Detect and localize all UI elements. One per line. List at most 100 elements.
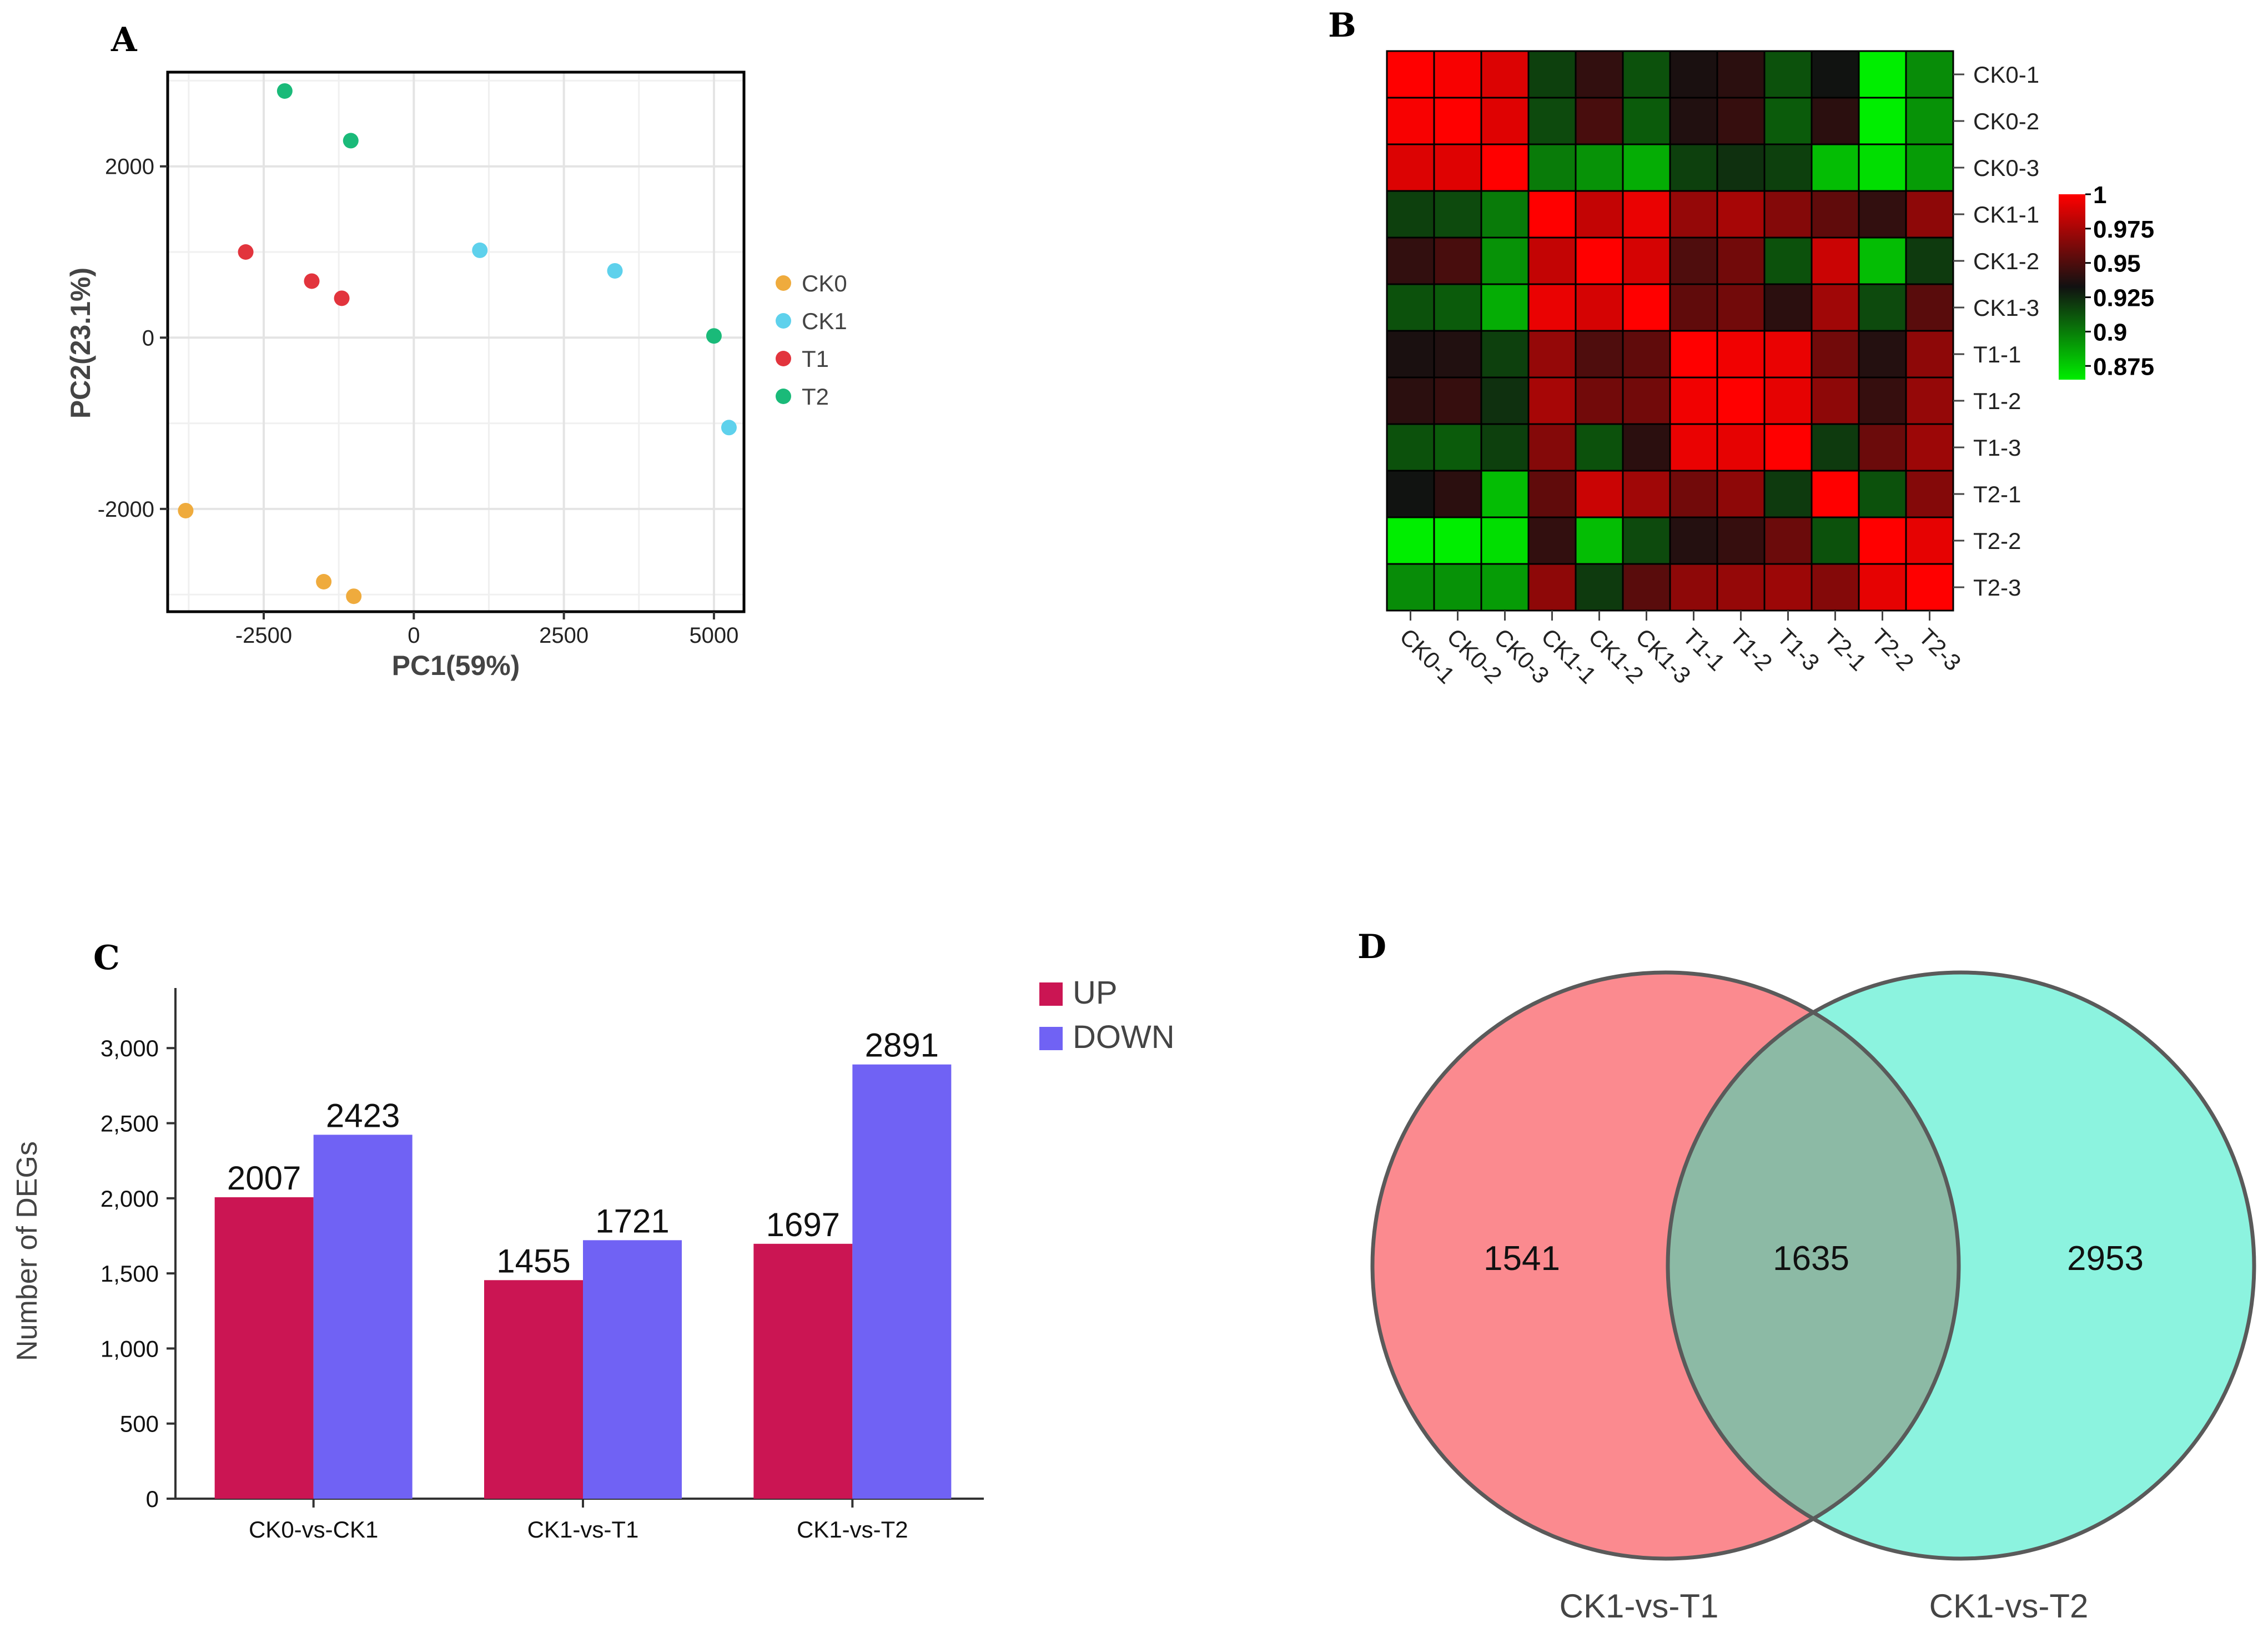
heatmap-cell — [1575, 563, 1624, 612]
heatmap-cell — [1433, 283, 1482, 332]
venn-label-ck1-vs-t1: CK1-vs-T1 — [1560, 1587, 1719, 1625]
heatmap-cell — [1622, 283, 1671, 332]
heatmap-cell — [1433, 236, 1482, 285]
bar-up — [753, 1243, 853, 1499]
heatmap-cell — [1575, 516, 1624, 565]
venn-diagram-panel: 1541 1635 2953 CK1-vs-T1 CK1-vs-T2 — [1370, 970, 2256, 1625]
heatmap-cell — [1433, 516, 1482, 565]
heatmap-cell — [1716, 283, 1766, 332]
venn-count-right-only: 2953 — [2067, 1239, 2144, 1278]
pca-legend: CK0 CK1 T1 T2 — [776, 270, 847, 410]
heatmap-cell — [1527, 376, 1577, 425]
pca-x-tick-label: 5000 — [689, 623, 738, 648]
heatmap-cell — [1622, 376, 1671, 425]
bar-y-tick-label: 1,000 — [100, 1335, 159, 1362]
heatmap-row-label: CK0-1 — [1973, 62, 2039, 88]
heatmap-cell — [1433, 470, 1482, 518]
bar-legend-label-up: UP — [1073, 975, 1118, 1011]
bar-legend-swatch-down — [1039, 1027, 1063, 1050]
heatmap-cell — [1622, 97, 1671, 145]
bar-x-tick-label: CK1-vs-T1 — [527, 1516, 639, 1543]
bar-value-label: 1721 — [595, 1202, 669, 1239]
heatmap-cell — [1811, 470, 1860, 518]
heatmap-cell — [1763, 50, 1813, 99]
heatmap-cell — [1669, 283, 1718, 332]
heatmap-cell — [1716, 423, 1766, 472]
heatmap-cell — [1527, 97, 1577, 145]
heatmap-cell — [1716, 143, 1766, 192]
bar-legend: UP DOWN — [1039, 975, 1175, 1055]
heatmap-cell — [1386, 50, 1435, 99]
heatmap-row-label: T2-1 — [1973, 481, 2021, 507]
colorbar-ticks: 1 0.975 0.95 0.925 0.9 0.875 — [2085, 182, 2154, 380]
heatmap-cell — [1527, 143, 1577, 192]
heatmap-cell — [1669, 236, 1718, 285]
heatmap-cell — [1622, 143, 1671, 192]
heatmap-cells — [1386, 50, 1954, 612]
heatmap-cell — [1858, 330, 1907, 379]
heatmap-cell — [1763, 563, 1813, 612]
heatmap-cell — [1763, 516, 1813, 565]
bar-legend-swatch-up — [1039, 982, 1063, 1006]
heatmap-cell — [1622, 50, 1671, 99]
heatmap-cell — [1527, 283, 1577, 332]
venn-count-left-only: 1541 — [1483, 1239, 1560, 1278]
heatmap-cell — [1527, 330, 1577, 379]
heatmap-cell — [1386, 190, 1435, 239]
pca-point-ck0 — [316, 574, 332, 589]
heatmap-cell — [1480, 97, 1530, 145]
heatmap-cell — [1669, 143, 1718, 192]
bar-y-tick-label: 3,000 — [100, 1035, 159, 1061]
heatmap-row-label: T1-1 — [1973, 341, 2021, 367]
heatmap-cell — [1858, 236, 1907, 285]
pca-y-tick-label: 2000 — [105, 155, 154, 179]
heatmap-cell — [1716, 97, 1766, 145]
heatmap-cell — [1811, 376, 1860, 425]
heatmap-row-label: CK1-2 — [1973, 248, 2039, 274]
heatmap-row-label: CK0-3 — [1973, 155, 2039, 181]
heatmap-cell — [1763, 470, 1813, 518]
heatmap-cell — [1480, 283, 1530, 332]
bar-down — [583, 1240, 682, 1499]
heatmap-cell — [1858, 423, 1907, 472]
heatmap-cell — [1858, 190, 1907, 239]
heatmap-cell — [1480, 330, 1530, 379]
heatmap-cell — [1905, 97, 1954, 145]
heatmap-cell — [1622, 563, 1671, 612]
pca-x-tick-label: 2500 — [539, 623, 589, 648]
heatmap-cell — [1669, 470, 1718, 518]
bar-down — [852, 1064, 952, 1499]
heatmap-cell — [1480, 190, 1530, 239]
heatmap-cell — [1669, 563, 1718, 612]
heatmap-cell — [1575, 190, 1624, 239]
colorbar-tick-label: 0.925 — [2093, 285, 2154, 312]
pca-point-t2 — [343, 133, 359, 149]
heatmap-cell — [1811, 423, 1860, 472]
bar-y-tick-label: 1,500 — [100, 1261, 159, 1287]
heatmap-cell — [1575, 283, 1624, 332]
heatmap-row-label: T2-3 — [1973, 574, 2021, 601]
heatmap-cell — [1763, 190, 1813, 239]
heatmap-cell — [1480, 50, 1530, 99]
venn-count-both: 1635 — [1773, 1239, 1849, 1278]
bar-value-label: 2423 — [326, 1097, 400, 1134]
heatmap-cell — [1433, 563, 1482, 612]
bar-y-tick-label: 0 — [146, 1486, 159, 1512]
heatmap-cell — [1575, 236, 1624, 285]
deg-bar-chart-panel: 0 500 1,000 1,500 2,000 2,500 3,000 CK0-vs-CK1 C… — [11, 975, 1175, 1543]
heatmap-cell — [1763, 283, 1813, 332]
pca-scatter-panel: -2500 0 2500 5000 2000 0 -2000 PC1(59%) PC2(23… — [65, 70, 847, 681]
heatmap-cell — [1669, 330, 1718, 379]
bar-value-label: 2007 — [227, 1160, 301, 1197]
heatmap-cell — [1669, 190, 1718, 239]
heatmap-cell — [1386, 470, 1435, 518]
heatmap-cell — [1763, 376, 1813, 425]
heatmap-cell — [1763, 330, 1813, 379]
bar-down — [313, 1135, 413, 1499]
pca-point-t2 — [276, 83, 293, 99]
heatmap-cell — [1433, 143, 1482, 192]
heatmap-cell — [1575, 143, 1624, 192]
heatmap-cell — [1527, 50, 1577, 99]
heatmap-cell — [1575, 423, 1624, 472]
